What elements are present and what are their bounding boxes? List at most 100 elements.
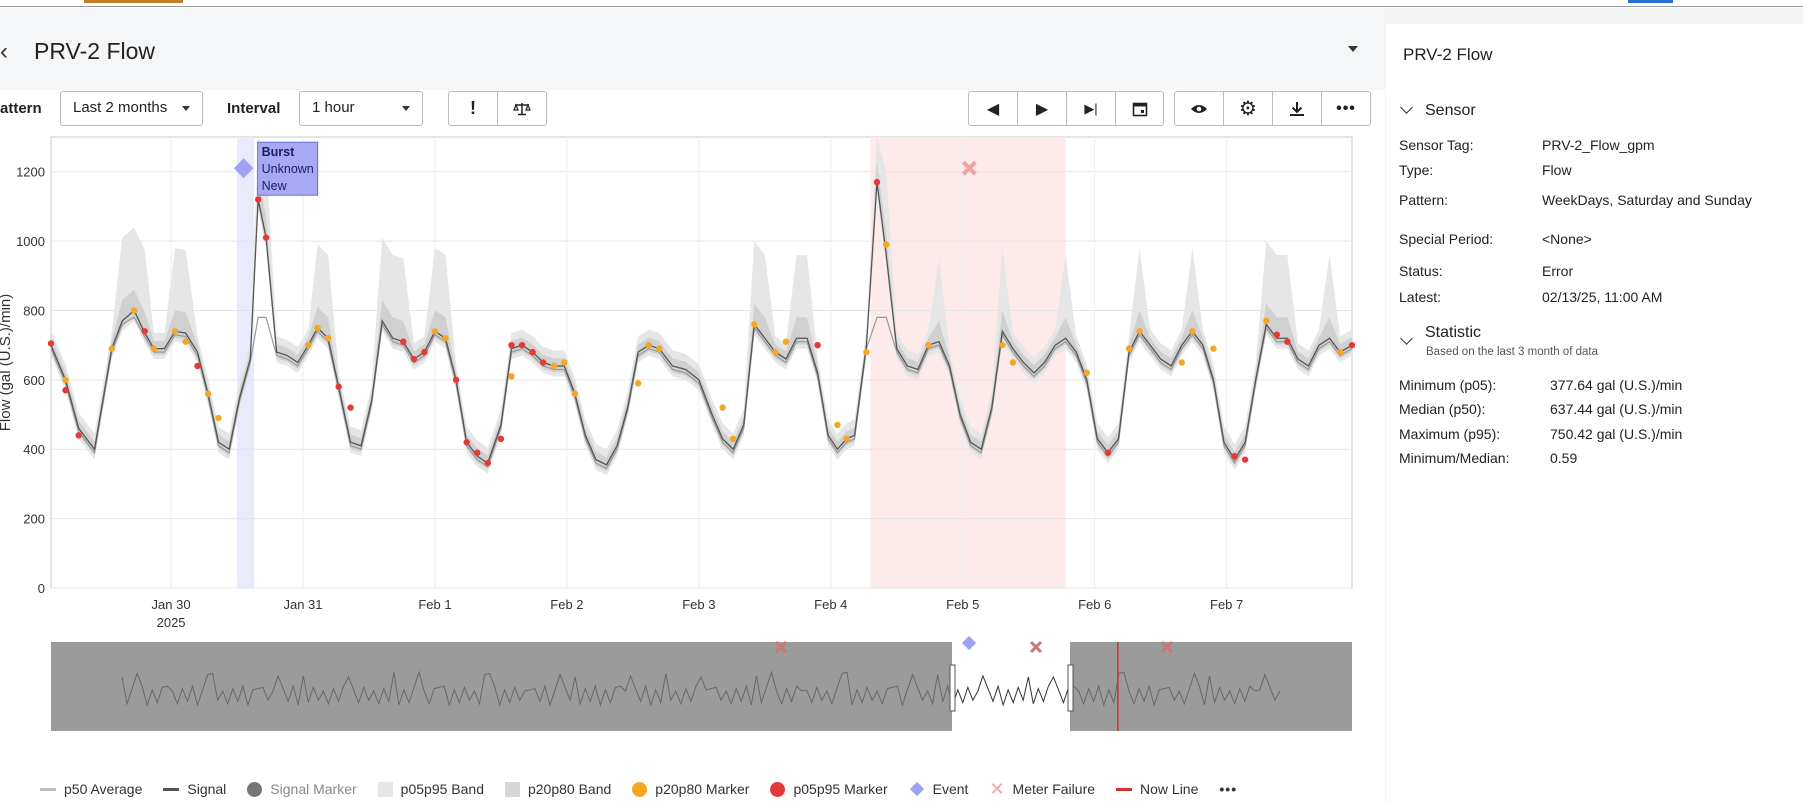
- p20p80-marker[interactable]: [843, 435, 850, 443]
- visibility-button[interactable]: [1175, 92, 1224, 125]
- p20p80-marker[interactable]: [1336, 348, 1344, 356]
- p20p80-marker[interactable]: [883, 241, 890, 248]
- p05p95-marker[interactable]: [62, 387, 69, 394]
- interval-select[interactable]: 1 hour: [299, 91, 423, 126]
- p05p95-marker[interactable]: [410, 355, 418, 363]
- p20p80-marker[interactable]: [62, 376, 69, 384]
- p05p95-marker[interactable]: [529, 348, 536, 356]
- p20p80-marker[interactable]: [571, 390, 579, 397]
- p05p95-marker[interactable]: [518, 341, 526, 349]
- collapse-caret-icon[interactable]: [1348, 46, 1358, 52]
- p05p95-marker[interactable]: [873, 178, 881, 186]
- legend-item-signal-marker[interactable]: Signal Marker: [247, 781, 357, 797]
- statistic-section-header[interactable]: Statistic: [1425, 324, 1482, 341]
- p20p80-marker[interactable]: [751, 321, 758, 328]
- p20p80-marker[interactable]: [772, 348, 779, 356]
- alert-button[interactable]: !: [449, 92, 498, 125]
- pattern-select[interactable]: Last 2 months: [60, 91, 203, 126]
- p20p80-marker[interactable]: [634, 380, 642, 387]
- p05p95-marker[interactable]: [539, 359, 547, 366]
- play-button[interactable]: ▶: [1018, 92, 1067, 125]
- p05p95-marker[interactable]: [1273, 331, 1280, 338]
- p05p95-marker[interactable]: [1104, 449, 1112, 456]
- p20p80-marker[interactable]: [1009, 359, 1017, 366]
- p20p80-marker[interactable]: [108, 345, 115, 352]
- p20p80-marker[interactable]: [314, 324, 321, 332]
- p20p80-marker[interactable]: [171, 328, 179, 335]
- p20p80-marker[interactable]: [1189, 328, 1196, 335]
- p05p95-marker[interactable]: [1284, 338, 1291, 345]
- p20p80-marker[interactable]: [1083, 369, 1090, 377]
- legend-item-p05p95-marker[interactable]: p05p95 Marker: [770, 781, 888, 797]
- p20p80-marker[interactable]: [431, 328, 439, 335]
- p05p95-marker[interactable]: [473, 449, 481, 456]
- p20p80-marker[interactable]: [561, 359, 568, 366]
- legend-item-now-line[interactable]: Now Line: [1116, 781, 1198, 797]
- legend-item-p20p80-marker[interactable]: p20p80 Marker: [632, 781, 749, 797]
- p20p80-marker[interactable]: [729, 435, 737, 443]
- p20p80-marker[interactable]: [925, 341, 932, 349]
- p05p95-marker[interactable]: [1231, 452, 1238, 460]
- navigator-handle-right[interactable]: [1067, 664, 1074, 712]
- p20p80-marker[interactable]: [863, 348, 870, 356]
- legend-more-button[interactable]: •••: [1219, 781, 1237, 797]
- p20p80-marker[interactable]: [305, 341, 312, 349]
- p05p95-marker[interactable]: [347, 404, 354, 411]
- p05p95-marker[interactable]: [1241, 456, 1249, 463]
- back-chevron-icon[interactable]: ‹: [0, 38, 8, 65]
- p05p95-marker[interactable]: [400, 338, 407, 345]
- p20p80-marker[interactable]: [999, 341, 1006, 349]
- p20p80-marker[interactable]: [719, 404, 726, 411]
- p05p95-marker[interactable]: [1348, 341, 1356, 349]
- signal-line[interactable]: [50, 182, 1353, 466]
- p05p95-marker[interactable]: [508, 341, 515, 349]
- p20p80-marker[interactable]: [182, 338, 189, 345]
- p05p95-marker[interactable]: [254, 196, 262, 203]
- skip-end-button[interactable]: ▶|: [1067, 92, 1116, 125]
- more-button[interactable]: •••: [1322, 92, 1370, 125]
- p20p80-marker[interactable]: [204, 390, 212, 397]
- legend-item-p20p80-band[interactable]: p20p80 Band: [504, 781, 611, 797]
- active-tab-indicator[interactable]: [84, 0, 183, 3]
- p05p95-marker[interactable]: [497, 435, 505, 443]
- p20p80-marker[interactable]: [508, 373, 515, 380]
- p20p80-marker[interactable]: [782, 338, 790, 345]
- p20p80-marker[interactable]: [324, 335, 332, 342]
- legend-item-p05p95-band[interactable]: p05p95 Band: [377, 781, 484, 797]
- p05p95-marker[interactable]: [463, 439, 470, 446]
- p20p80-marker[interactable]: [1136, 328, 1143, 335]
- p05p95-marker[interactable]: [262, 234, 270, 241]
- step-back-button[interactable]: ◀: [969, 92, 1018, 125]
- p05p95-marker[interactable]: [484, 459, 491, 467]
- download-button[interactable]: [1273, 92, 1322, 125]
- p20p80-marker[interactable]: [550, 362, 557, 370]
- legend-item-event[interactable]: Event: [909, 781, 968, 797]
- settings-button[interactable]: ⚙: [1224, 92, 1273, 125]
- p05p95-marker[interactable]: [194, 362, 201, 370]
- p20p80-marker[interactable]: [442, 335, 449, 342]
- p20p80-marker[interactable]: [656, 345, 663, 352]
- p20p80-marker[interactable]: [1263, 317, 1270, 325]
- p20p80-marker[interactable]: [1125, 345, 1133, 352]
- legend-item-p50-average[interactable]: p50 Average: [40, 781, 142, 797]
- p20p80-marker[interactable]: [645, 341, 652, 349]
- calendar-button[interactable]: [1116, 92, 1163, 125]
- p20p80-marker[interactable]: [1178, 359, 1185, 366]
- flow-chart[interactable]: 0 200 400 600 800 1000 1200 Flow (gal (U.S.)/mi…: [0, 125, 1385, 735]
- p20p80-marker[interactable]: [1210, 345, 1217, 352]
- compare-button[interactable]: [498, 92, 546, 125]
- p20p80-marker[interactable]: [215, 414, 222, 422]
- navigator-handle-left[interactable]: [949, 664, 956, 712]
- primary-action-indicator[interactable]: [1628, 0, 1673, 3]
- p05p95-marker[interactable]: [814, 341, 821, 349]
- legend-item-meter-failure[interactable]: ✕ Meter Failure: [989, 780, 1095, 798]
- p05p95-marker[interactable]: [335, 383, 342, 390]
- p05p95-marker[interactable]: [421, 348, 428, 356]
- sensor-section-header[interactable]: Sensor: [1425, 102, 1476, 119]
- legend-item-signal[interactable]: Signal: [163, 781, 226, 797]
- meter-failure-cross-icon[interactable]: [961, 160, 977, 176]
- p05p95-marker[interactable]: [47, 340, 55, 347]
- p20p80-marker[interactable]: [130, 307, 138, 314]
- p05p95-marker[interactable]: [452, 376, 460, 384]
- p05p95-marker[interactable]: [75, 432, 82, 439]
